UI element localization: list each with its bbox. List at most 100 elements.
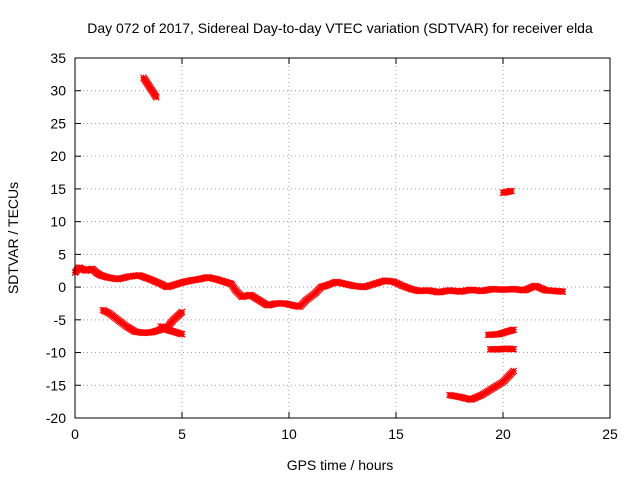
x-tick-label: 25 [602,426,618,442]
data-point [400,284,404,288]
data-point [505,347,509,351]
data-point [159,324,163,328]
data-point [248,293,252,297]
data-point [171,283,175,287]
data-point [127,275,130,279]
data-point [501,288,505,292]
data-point [84,269,88,273]
data-point [497,347,501,351]
data-point [458,290,462,294]
data-point [266,303,270,307]
data-point [469,288,473,292]
data-point [180,332,184,336]
axis-ticks: 0 5 10 15 20 25 -20 -15 -10 -5 0 5 10 15 20 25 30 35 [46,50,618,442]
x-tick-label: 20 [495,426,511,442]
data-point [362,285,366,289]
data-point [490,287,494,291]
series-lower-right-short-a [484,326,518,339]
data-point [234,288,237,292]
data-point [505,330,509,334]
data-point [124,324,128,328]
data-point [154,95,158,99]
data-point [229,282,233,286]
data-point [343,282,347,286]
data-point [257,298,261,302]
data-point [501,380,505,384]
x-tick-label: 15 [388,426,404,442]
data-point [351,284,355,288]
data-point [458,395,462,399]
data-point [165,285,169,289]
data-point [180,281,184,285]
data-point [141,331,145,335]
data-point [101,308,105,312]
data-point [116,318,120,322]
data-point [148,85,152,89]
series-lower-right-track [446,367,518,404]
series-lower-left-branch [157,322,186,338]
data-point [426,288,430,292]
x-axis-label: GPS time / hours [287,457,394,473]
series-high-segment-early [140,74,160,101]
data-point [206,275,210,279]
data-point [418,289,422,293]
data-point [448,288,451,292]
data-point [77,265,81,269]
data-point [141,76,145,80]
y-tick-label: -5 [54,312,67,328]
y-tick-label: 10 [50,214,66,230]
data-point [561,290,565,294]
data-point [107,311,111,315]
data-point [512,369,516,373]
data-point [223,280,227,284]
y-tick-label: 25 [50,115,66,131]
data-points [71,74,567,404]
y-tick-label: 35 [50,50,66,66]
data-point [533,284,537,288]
grid-lines [75,58,610,418]
data-point [197,277,201,281]
data-marks [71,264,567,311]
data-point [512,328,516,332]
y-tick-label: 5 [58,246,66,262]
y-tick-label: -15 [46,377,66,393]
data-point [512,347,516,351]
data-point [469,398,473,402]
series-lower-right-short-b [486,345,518,353]
data-point [522,288,526,292]
x-tick-label: 0 [71,426,79,442]
plot-border [74,57,611,419]
data-point [409,287,413,291]
data-point [510,189,514,193]
data-point [555,289,558,293]
data-point [437,290,441,294]
data-point [133,330,137,334]
y-tick-label: -10 [46,345,66,361]
x-tick-label: 10 [281,426,297,442]
data-point [488,347,492,351]
data-point [214,277,218,281]
series-main-track [71,264,567,311]
data-point [319,285,323,289]
y-tick-label: -20 [46,410,66,426]
data-point [274,301,278,305]
data-point [180,310,184,314]
y-tick-label: 30 [50,83,66,99]
data-point [544,288,548,292]
data-point [490,387,494,391]
series-high-segment-late [499,187,515,197]
data-point [501,191,505,195]
data-point [240,295,244,299]
data-point [512,287,516,291]
data-point [171,318,175,322]
data-point [334,280,338,284]
data-point [448,393,451,397]
data-point [298,305,302,309]
data-point [283,301,287,305]
data-point [171,330,175,334]
data-point [189,279,193,283]
data-point [304,298,308,302]
y-tick-label: 15 [50,181,66,197]
data-point [105,275,109,279]
